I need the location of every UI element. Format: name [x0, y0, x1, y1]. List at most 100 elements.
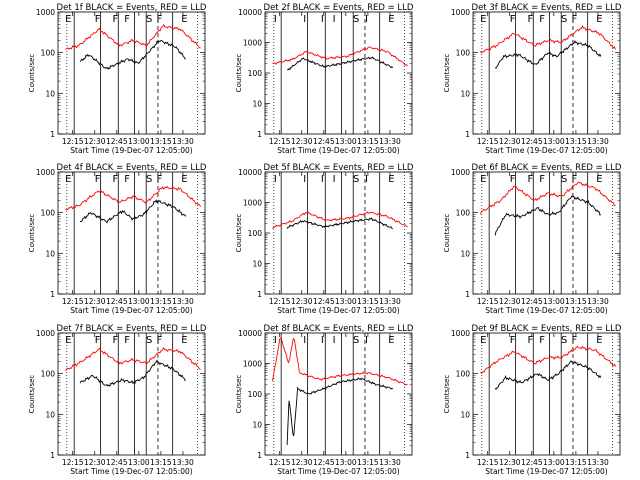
x-tick-label: 13:00 — [128, 297, 150, 306]
y-tick-label: 1000 — [36, 8, 55, 17]
x-tick-label: 12:30 — [84, 458, 106, 467]
x-tick-label: 13:30 — [587, 137, 609, 146]
x-tick-label: 13:00 — [543, 458, 565, 467]
interval-marker-label: F — [539, 14, 545, 25]
interval-marker-label: E — [181, 14, 187, 25]
x-tick-label: 13:00 — [335, 458, 357, 467]
interval-marker-label: E — [65, 14, 71, 25]
x-axis-label: Start Time (19-Dec-07 12:05:00) — [485, 467, 607, 476]
interval-marker-label: E — [388, 174, 394, 185]
y-tick-label: 10 — [252, 421, 262, 430]
y-tick-label: 100 — [248, 229, 263, 238]
plot-frame — [264, 11, 413, 135]
y-tick-label: 100 — [41, 209, 56, 218]
y-axis-label: Counts/sec — [443, 214, 451, 253]
y-tick-label: 1000 — [36, 168, 55, 177]
y-tick-label: 10 — [45, 249, 55, 258]
x-axis-label: Start Time (19-Dec-07 12:05:00) — [485, 146, 607, 155]
series-line-events — [494, 39, 602, 69]
y-tick-label: 1 — [465, 451, 470, 460]
y-tick-label: 10 — [460, 410, 470, 419]
x-tick-label: 12:30 — [291, 297, 313, 306]
interval-marker-label: F — [124, 174, 130, 185]
y-tick-label: 10 — [252, 260, 262, 269]
interval-marker-label: S — [146, 174, 152, 185]
x-axis-label: Start Time (19-Dec-07 12:05:00) — [277, 306, 399, 315]
interval-marker-label: I — [333, 335, 336, 346]
x-tick-label: 12:30 — [291, 458, 313, 467]
y-tick-label: 10 — [460, 89, 470, 98]
panel-title: Det 9f BLACK = Events, RED = LLD — [472, 324, 622, 334]
x-tick-label: 12:45 — [521, 458, 543, 467]
panel-title: Det 7f BLACK = Events, RED = LLD — [57, 324, 207, 334]
panel-title: Det 3f BLACK = Events, RED = LLD — [472, 3, 622, 13]
y-tick-label: 1 — [257, 290, 262, 299]
interval-marker-label: F — [527, 335, 533, 346]
interval-marker-label: S — [353, 14, 359, 25]
interval-marker-label: E — [596, 14, 602, 25]
interval-marker-label: F — [572, 174, 578, 185]
y-tick-label: 1000 — [451, 329, 470, 338]
plot-frame — [57, 332, 206, 456]
interval-marker-label: F — [539, 174, 545, 185]
y-axis-label: Counts/sec — [28, 375, 36, 414]
interval-marker-label: E — [65, 335, 71, 346]
y-tick-label: 10 — [45, 89, 55, 98]
x-tick-label: 12:30 — [499, 297, 521, 306]
series-line-events — [286, 56, 394, 71]
interval-marker-label: F — [157, 174, 163, 185]
x-tick-label: 12:15 — [62, 458, 84, 467]
x-tick-label: 13:00 — [543, 297, 565, 306]
x-tick-label: 13:30 — [587, 458, 609, 467]
interval-marker-label: S — [146, 335, 152, 346]
y-axis-label: Counts/sec — [28, 54, 36, 93]
interval-marker-label: E — [596, 335, 602, 346]
series-line-lld — [65, 23, 201, 50]
series-line-lld — [480, 345, 616, 374]
x-tick-label: 13:30 — [379, 458, 401, 467]
y-tick-label: 100 — [41, 49, 56, 58]
x-axis-label: Start Time (19-Dec-07 12:05:00) — [70, 467, 192, 476]
interval-marker-label: F — [124, 335, 130, 346]
interval-marker-label: E — [181, 335, 187, 346]
x-tick-label: 12:30 — [499, 137, 521, 146]
x-axis-label: Start Time (19-Dec-07 12:05:00) — [277, 146, 399, 155]
y-tick-label: 1 — [50, 290, 55, 299]
y-tick-label: 1 — [257, 130, 262, 139]
series-line-events — [79, 40, 187, 70]
y-tick-label: 1000 — [451, 8, 470, 17]
y-tick-label: 1000 — [451, 168, 470, 177]
series-line-events — [79, 359, 187, 387]
y-tick-label: 100 — [456, 209, 471, 218]
series-line-lld — [480, 25, 617, 54]
plot-frame — [57, 11, 206, 135]
x-tick-label: 12:15 — [477, 297, 499, 306]
plot-frame — [57, 171, 206, 295]
x-tick-label: 12:45 — [313, 297, 335, 306]
x-tick-label: 12:30 — [291, 137, 313, 146]
interval-marker-label: F — [95, 335, 101, 346]
interval-marker-label: S — [353, 335, 359, 346]
interval-marker-label: S — [561, 14, 567, 25]
plot-frame — [472, 171, 621, 295]
series-line-lld — [479, 181, 616, 215]
x-tick-label: 12:15 — [269, 297, 291, 306]
interval-marker-label: I — [321, 335, 324, 346]
interval-marker-label: F — [572, 14, 578, 25]
panel-title: Det 5f BLACK = Events, RED = LLD — [264, 163, 414, 173]
panel-title: Det 4f BLACK = Events, RED = LLD — [57, 163, 207, 173]
y-tick-label: 1 — [465, 290, 470, 299]
y-tick-label: 100 — [456, 370, 471, 379]
x-tick-label: 13:15 — [150, 137, 172, 146]
x-axis-label: Start Time (19-Dec-07 12:05:00) — [70, 146, 192, 155]
interval-marker-label: I — [321, 174, 324, 185]
interval-marker-label: F — [112, 174, 118, 185]
y-tick-label: 100 — [456, 49, 471, 58]
interval-marker-label: F — [572, 335, 578, 346]
interval-marker-label: F — [124, 14, 130, 25]
